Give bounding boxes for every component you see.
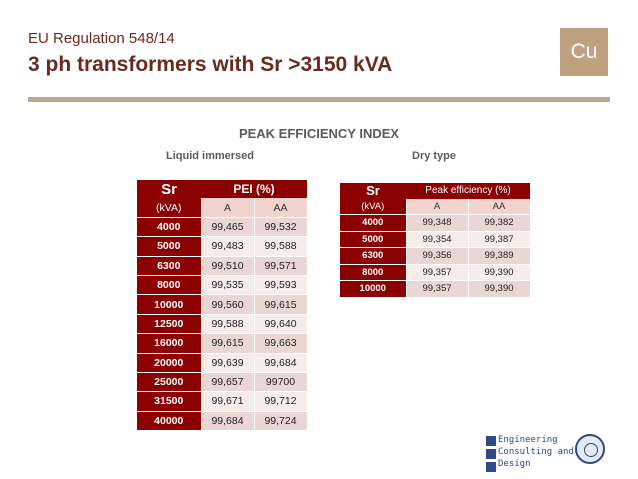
cu-logo: Cu [560, 28, 608, 76]
a-value-cell: 99,657 [201, 371, 255, 392]
table-row: 31500 99,671 99,712 [137, 391, 308, 412]
a-value-cell: 99,588 [201, 313, 255, 334]
aa-value-cell: 99,712 [254, 391, 308, 412]
table-header-row: Sr PEI (%) [137, 180, 307, 199]
ecd-line-3: Design [498, 459, 531, 469]
a-value-cell: 99,684 [201, 410, 255, 431]
aa-value-cell: 99,532 [254, 216, 308, 237]
col-aa-header: AA [254, 198, 308, 218]
table-row: 20000 99,639 99,684 [137, 352, 308, 373]
table-row: 5000 99,354 99,387 [340, 230, 531, 248]
sr-cell: 6300 [340, 247, 407, 264]
dry-type-table: Sr Peak efficiency (%) (kVA) A AA 4000 99… [340, 183, 531, 297]
liquid-immersed-table: Sr PEI (%) (kVA) A AA 4000 99,465 99,532 50… [137, 180, 308, 431]
sr-cell: 5000 [137, 236, 202, 257]
aa-value-cell: 99,382 [468, 214, 531, 231]
sr-cell: 20000 [137, 352, 202, 373]
ecd-logo-mark [486, 436, 496, 472]
page-title: 3 ph transformers with Sr >3150 kVA [28, 53, 393, 76]
table-row: 5000 99,483 99,588 [137, 236, 308, 257]
aa-value-cell: 99,571 [254, 255, 308, 276]
col-aa-header: AA [468, 198, 531, 215]
a-value-cell: 99,671 [201, 391, 255, 412]
aa-value-cell: 99700 [254, 371, 308, 392]
col-a-header: A [201, 198, 255, 218]
peak-efficiency-header: Peak efficiency (%) [406, 183, 530, 199]
table-header-row: Sr Peak efficiency (%) [340, 183, 530, 199]
sr-cell: 8000 [137, 274, 202, 295]
a-value-cell: 99,348 [406, 214, 469, 231]
aa-value-cell: 99,593 [254, 274, 308, 295]
aa-value-cell: 99,640 [254, 313, 308, 334]
table-row: 16000 99,615 99,663 [137, 333, 308, 354]
sr-cell: 12500 [137, 313, 202, 334]
seal-icon [575, 434, 605, 464]
aa-value-cell: 99,389 [468, 247, 531, 264]
aa-value-cell: 99,390 [468, 280, 531, 297]
a-value-cell: 99,615 [201, 333, 255, 354]
table-row: 25000 99,657 99700 [137, 371, 308, 392]
table-row: 10000 99,357 99,390 [340, 280, 531, 297]
table-row: 8000 99,535 99,593 [137, 274, 308, 295]
dry-type-label: Dry type [412, 150, 457, 162]
table-row: 10000 99,560 99,615 [137, 294, 308, 315]
table-row: 12500 99,588 99,640 [137, 313, 308, 334]
a-value-cell: 99,535 [201, 274, 255, 295]
aa-value-cell: 99,724 [254, 410, 308, 431]
sr-cell: 5000 [340, 230, 407, 248]
unit-header: (kVA) [340, 198, 407, 215]
aa-value-cell: 99,390 [468, 263, 531, 281]
table-row: 4000 99,348 99,382 [340, 214, 531, 231]
ecd-line-2: Consulting and [498, 447, 574, 457]
sr-header: Sr [340, 183, 406, 199]
table-row: 40000 99,684 99,724 [137, 410, 308, 431]
a-value-cell: 99,639 [201, 352, 255, 373]
aa-value-cell: 99,588 [254, 236, 308, 257]
a-value-cell: 99,356 [406, 247, 469, 264]
aa-value-cell: 99,684 [254, 352, 308, 373]
a-value-cell: 99,357 [406, 280, 469, 297]
ecd-logo: Engineering Consulting and Design [486, 434, 574, 474]
table-subheader-row: (kVA) A AA [137, 198, 308, 218]
table-subheader-row: (kVA) A AA [340, 198, 531, 215]
table-row: 8000 99,357 99,390 [340, 263, 531, 281]
a-value-cell: 99,560 [201, 294, 255, 315]
header-kicker: EU Regulation 548/14 [28, 30, 175, 47]
sr-cell: 8000 [340, 263, 407, 281]
a-value-cell: 99,357 [406, 263, 469, 281]
aa-value-cell: 99,615 [254, 294, 308, 315]
sr-cell: 6300 [137, 255, 202, 276]
sr-cell: 4000 [340, 214, 407, 231]
unit-header: (kVA) [137, 198, 202, 218]
a-value-cell: 99,354 [406, 230, 469, 248]
sr-cell: 40000 [137, 410, 202, 431]
col-a-header: A [406, 198, 469, 215]
liquid-immersed-label: Liquid immersed [166, 150, 255, 162]
table-row: 4000 99,465 99,532 [137, 216, 308, 237]
sr-cell: 10000 [137, 294, 202, 315]
table-row: 6300 99,510 99,571 [137, 255, 308, 276]
ecd-logo-text: Engineering Consulting and Design [498, 434, 574, 470]
aa-value-cell: 99,663 [254, 333, 308, 354]
sr-cell: 10000 [340, 280, 407, 297]
sr-cell: 4000 [137, 216, 202, 237]
sr-cell: 25000 [137, 371, 202, 392]
a-value-cell: 99,465 [201, 216, 255, 237]
aa-value-cell: 99,387 [468, 230, 531, 248]
section-title: PEAK EFFICIENCY INDEX [238, 126, 400, 141]
table-row: 6300 99,356 99,389 [340, 247, 531, 264]
ecd-line-1: Engineering [498, 435, 558, 445]
pei-header: PEI (%) [201, 180, 307, 199]
sr-cell: 16000 [137, 333, 202, 354]
a-value-cell: 99,483 [201, 236, 255, 257]
sr-header: Sr [137, 180, 201, 199]
a-value-cell: 99,510 [201, 255, 255, 276]
sr-cell: 31500 [137, 391, 202, 412]
header-divider [28, 97, 610, 102]
